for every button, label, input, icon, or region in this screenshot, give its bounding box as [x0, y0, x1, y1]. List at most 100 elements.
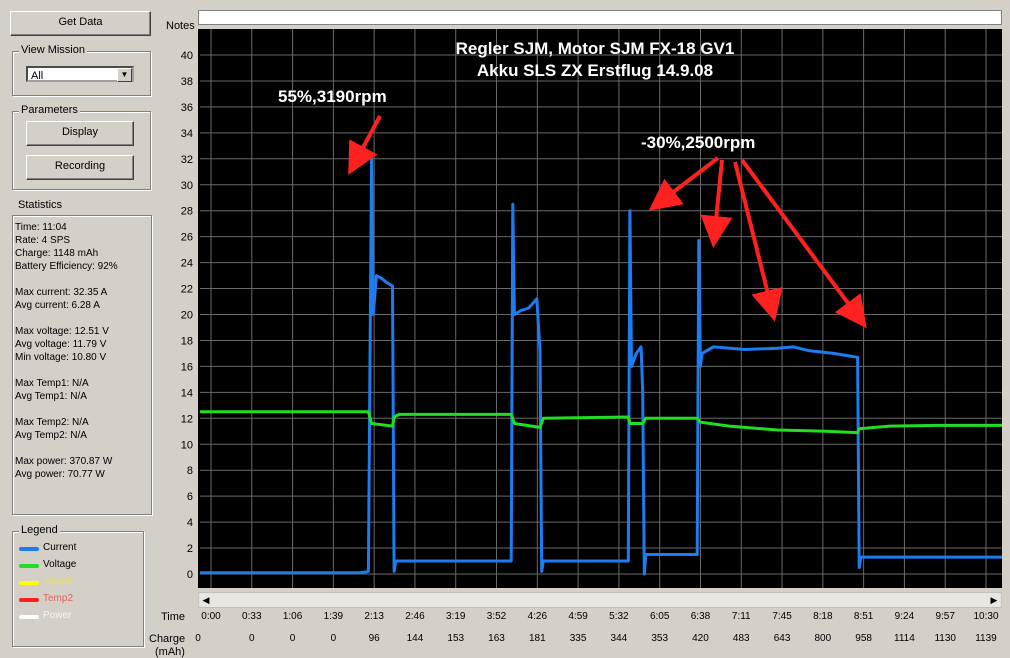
notes-field[interactable] — [198, 10, 1002, 25]
charge-tick-label: 958 — [855, 633, 872, 644]
stat-line: Battery Efficiency: 92% — [15, 261, 118, 272]
charge-tick-label: 800 — [814, 633, 832, 644]
view-mission-group: View Mission All ▼ — [12, 44, 151, 96]
stat-line: Avg voltage: 11.79 V — [15, 339, 107, 350]
charge-tick-label: 1139 — [975, 633, 997, 644]
legend-swatch — [19, 615, 39, 619]
statistics-panel: Time: 11:04 Rate: 4 SPS Charge: 1148 mAh Ba… — [12, 215, 152, 515]
charge-tick-label: 0 — [289, 633, 296, 644]
legend-label: Voltage — [43, 559, 77, 570]
stat-line: Avg power: 70.77 W — [15, 469, 105, 480]
time-tick-label: 6:38 — [690, 611, 711, 622]
parameters-title: Parameters — [19, 104, 80, 116]
annotation-arrow — [648, 156, 720, 211]
y-tick-label: 28 — [181, 206, 193, 218]
y-tick-label: 4 — [187, 517, 193, 529]
charge-tick-label: 1130 — [934, 633, 956, 644]
time-tick-label: 2:46 — [405, 611, 425, 622]
stat-line: Max Temp1: N/A — [15, 378, 89, 389]
charge-tick-label: 0 — [330, 633, 337, 644]
charge-tick-label: 1114 — [894, 633, 915, 644]
chevron-down-icon[interactable]: ▼ — [117, 68, 132, 82]
legend-swatch — [19, 547, 39, 551]
time-tick-label: 5:32 — [609, 611, 629, 622]
y-tick-label: 20 — [181, 310, 193, 322]
legend-swatch — [19, 598, 39, 602]
time-tick-label: 4:26 — [527, 611, 548, 622]
y-tick-label: 8 — [187, 465, 193, 477]
time-tick-label: 8:18 — [813, 611, 833, 622]
y-tick-label: 24 — [181, 258, 193, 270]
charge-axis-label: Charge — [149, 633, 186, 645]
charge-tick-label: 153 — [447, 633, 465, 644]
legend-swatch — [19, 581, 39, 585]
time-tick-label: 3:19 — [446, 611, 466, 622]
time-tick-label: 8:51 — [853, 611, 874, 622]
time-tick-label: 1:39 — [323, 611, 344, 622]
charge-tick-label: 420 — [692, 633, 709, 644]
legend-label: Current — [43, 542, 77, 553]
y-tick-label: 2 — [187, 543, 193, 555]
charge-tick-label: 344 — [610, 633, 628, 644]
time-tick-label: 9:57 — [935, 611, 955, 622]
charge-tick-label: 144 — [406, 633, 424, 644]
stat-line: Min voltage: 10.80 V — [15, 352, 107, 363]
stat-line: Max voltage: 12.51 V — [15, 326, 109, 337]
plot-background — [198, 29, 1002, 588]
time-tick-label: 0:33 — [242, 611, 262, 622]
charge-tick-label: 353 — [651, 633, 669, 644]
series-line-voltage — [200, 410, 1002, 435]
charge-tick-label: 335 — [569, 633, 587, 644]
stat-line: Charge: 1148 mAh — [15, 248, 99, 259]
mission-select[interactable]: All ▼ — [26, 66, 134, 82]
chart-scrollbar[interactable]: ◀ ▶ — [198, 592, 1002, 608]
legend-label: Temp1 — [43, 576, 74, 587]
notes-label: Notes — [166, 20, 195, 32]
recording-button[interactable]: Recording — [26, 155, 134, 180]
time-tick-label: 10:30 — [973, 611, 999, 622]
time-tick-label: 7:45 — [772, 611, 792, 622]
annotation-arrow — [733, 161, 783, 322]
time-tick-label: 0:00 — [201, 611, 221, 622]
charge-tick-label: 0 — [249, 633, 255, 644]
charge-tick-label: 181 — [528, 633, 546, 644]
time-axis-label: Time — [161, 611, 186, 623]
y-tick-label: 30 — [181, 180, 193, 192]
stat-line: Max Temp2: N/A — [15, 417, 89, 428]
scroll-left-icon[interactable]: ◀ — [202, 595, 210, 605]
stat-line: Max current: 32.35 A — [15, 287, 108, 298]
stat-line: Max power: 370.87 W — [15, 456, 113, 467]
y-tick-label: 6 — [187, 491, 193, 503]
time-tick-label: 2:13 — [364, 611, 384, 622]
series-line-current — [200, 153, 1002, 576]
time-tick-label: 1:06 — [282, 611, 303, 622]
scroll-right-icon[interactable]: ▶ — [990, 595, 998, 605]
view-mission-title: View Mission — [19, 44, 87, 56]
y-tick-label: 38 — [181, 76, 193, 88]
charge-tick-label: 0 — [195, 633, 201, 644]
charge-unit-label: (mAh) — [155, 646, 185, 658]
mission-select-value: All — [31, 70, 44, 82]
get-data-button[interactable]: Get Data — [10, 11, 151, 36]
annotation-arrow — [740, 158, 867, 329]
legend-group: Legend Current Voltage Temp1 Temp2 Power — [12, 524, 144, 647]
stat-line: Rate: 4 SPS — [15, 235, 71, 246]
legend-label: Temp2 — [43, 593, 74, 604]
y-tick-label: 18 — [181, 335, 193, 347]
y-tick-label: 16 — [181, 361, 193, 373]
stat-line: Avg Temp1: N/A — [15, 391, 87, 402]
legend-swatch — [19, 564, 39, 568]
statistics-title: Statistics — [18, 199, 63, 211]
chart-subtitle: Akku SLS ZX Erstflug 14.9.08 — [477, 61, 713, 80]
annotation-arrow — [700, 159, 733, 248]
stat-line: Time: 11:04 — [15, 222, 67, 233]
y-tick-label: 40 — [181, 50, 193, 62]
display-button[interactable]: Display — [26, 121, 134, 146]
parameters-group: Parameters Display Recording — [12, 104, 151, 190]
time-tick-label: 6:05 — [649, 611, 670, 622]
charge-tick-label: 483 — [732, 633, 750, 644]
y-tick-label: 10 — [181, 439, 193, 451]
annotation-label: 55%,3190rpm — [278, 87, 387, 106]
legend-title: Legend — [19, 524, 60, 536]
